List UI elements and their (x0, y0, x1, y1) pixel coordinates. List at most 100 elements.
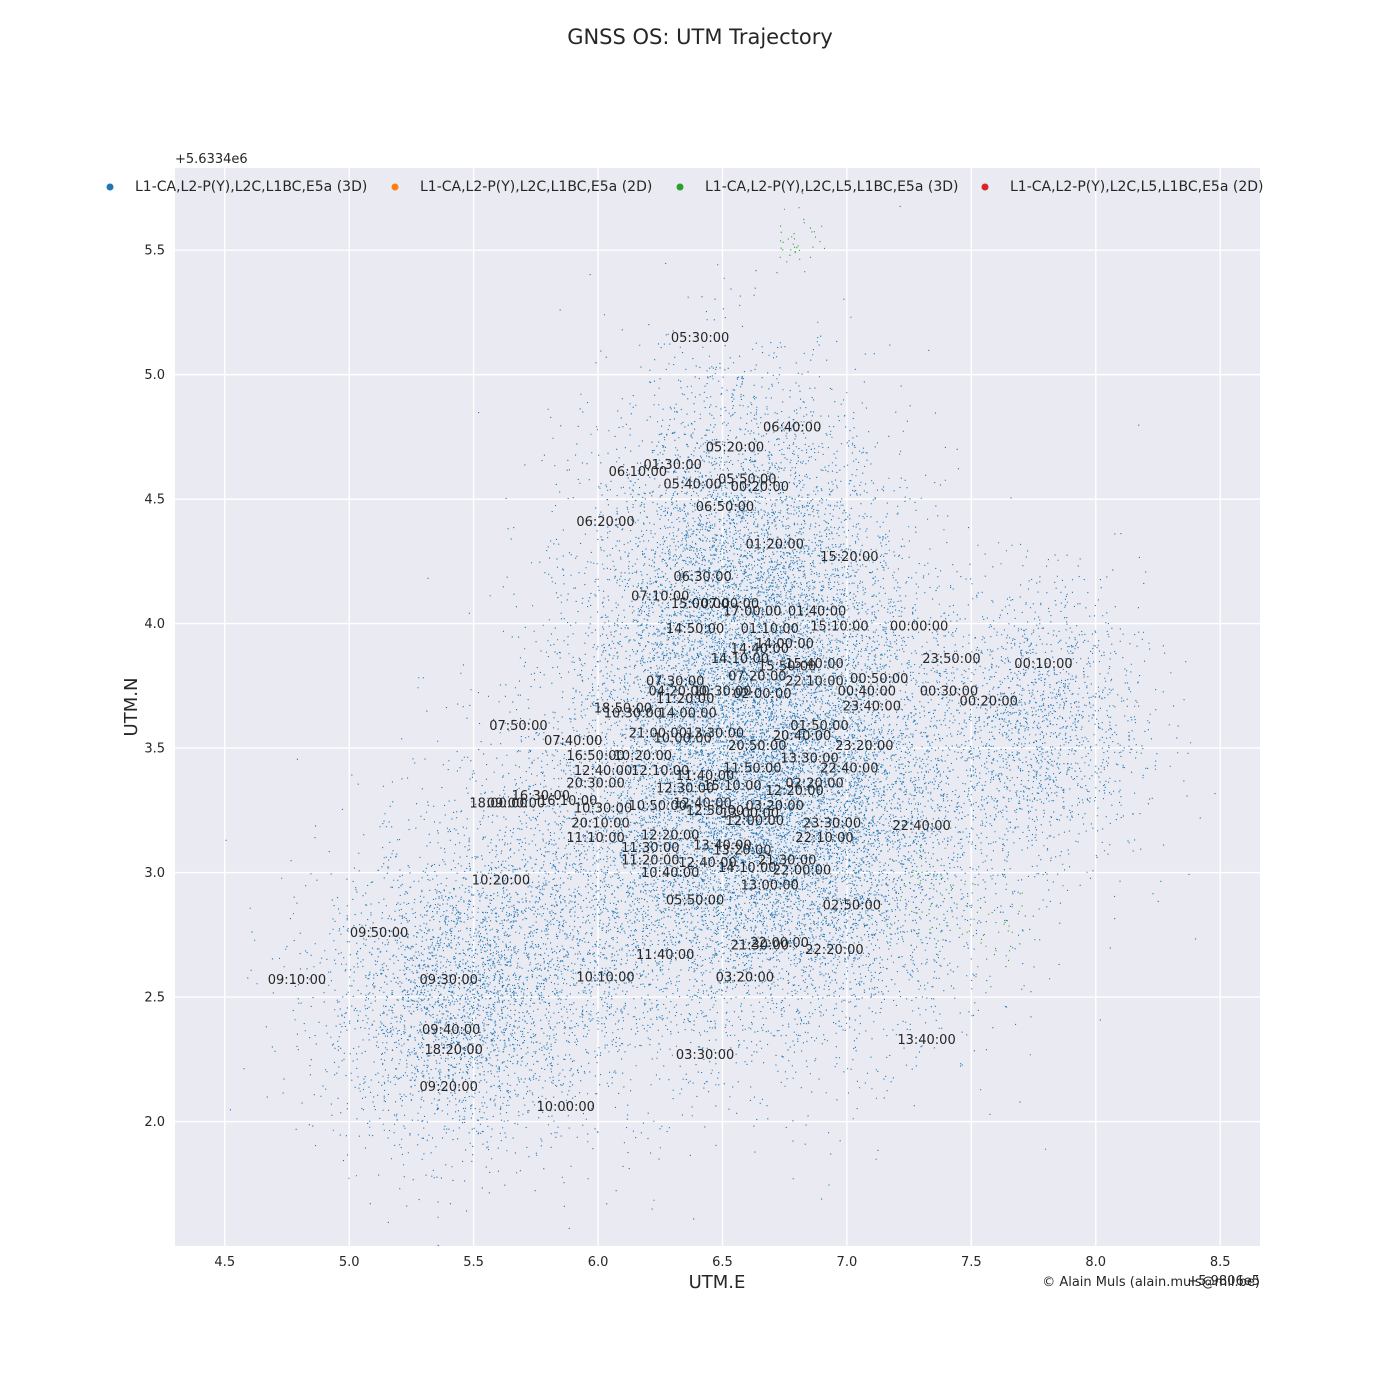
time-annotation: 20:10:00 (571, 816, 629, 831)
time-annotation: 01:20:00 (746, 537, 804, 552)
time-annotation: 12:40:00 (678, 856, 736, 871)
time-annotation: 00:30:00 (920, 684, 978, 699)
time-annotation: 23:50:00 (922, 652, 980, 667)
time-annotation: 10:20:00 (472, 874, 530, 889)
time-annotation: 09:50:00 (350, 926, 408, 941)
time-annotation: 23:30:00 (803, 816, 861, 831)
x-tick-label: 6.0 (588, 1255, 609, 1270)
time-annotation: 18:20:00 (425, 1043, 483, 1058)
time-annotation: 13:40:00 (897, 1033, 955, 1048)
time-annotation: 11:50:00 (723, 761, 781, 776)
time-annotation: 22:00:00 (751, 936, 809, 951)
time-annotation: 06:20:00 (576, 515, 634, 530)
time-annotation: 12:30:00 (656, 781, 714, 796)
time-annotation: 12:00:00 (726, 814, 784, 829)
time-annotation: 14:10:00 (718, 861, 776, 876)
time-annotation: 12:50:00 (686, 804, 744, 819)
time-annotation: 13:00:00 (721, 806, 779, 821)
time-annotation: 00:40:00 (838, 684, 896, 699)
time-annotation: 11:40:00 (636, 948, 694, 963)
time-annotation: 20:50:00 (728, 739, 786, 754)
y-tick-label: 4.5 (144, 493, 165, 508)
x-tick-label: 5.0 (339, 1255, 360, 1270)
time-annotation: 12:20:00 (641, 829, 699, 844)
time-annotation: 13:20:00 (713, 844, 771, 859)
time-annotation: 01:50:00 (790, 719, 848, 734)
x-tick-label: 8.0 (1085, 1255, 1106, 1270)
time-annotation: 00:10:00 (1014, 657, 1072, 672)
time-annotation: 21:30:00 (731, 938, 789, 953)
time-annotation: 16:50:00 (566, 749, 624, 764)
time-annotation: 15:40:00 (785, 657, 843, 672)
time-annotation: 11:10:00 (566, 831, 624, 846)
legend: L1-CA,L2-P(Y),L2C,L1BC,E5a (3D) L1-CA,L2-… (106, 179, 1263, 195)
time-annotation: 05:50:00 (666, 893, 724, 908)
time-annotation: 10:00:00 (653, 732, 711, 747)
time-annotation: 18:00:00 (469, 796, 527, 811)
y-tick-label: 3.0 (144, 866, 165, 881)
time-annotation: 14:10:00 (711, 652, 769, 667)
time-annotation: 12:40:00 (673, 796, 731, 811)
time-annotation: 03:30:00 (676, 1048, 734, 1063)
time-annotation: 14:00:00 (658, 707, 716, 722)
time-annotation: 22:10:00 (795, 831, 853, 846)
time-annotation: 20:40:00 (773, 729, 831, 744)
time-annotation: 06:50:00 (696, 500, 754, 515)
time-annotation: 00:20:00 (731, 480, 789, 495)
time-annotation: 10:10:00 (576, 971, 634, 986)
legend-label: L1-CA,L2-P(Y),L2C,L1BC,E5a (3D) (135, 179, 367, 195)
time-annotation: 20:30:00 (566, 776, 624, 791)
time-annotation: 06:40:00 (763, 420, 821, 435)
time-annotation: 02:20:00 (785, 776, 843, 791)
y-tick-label: 5.5 (144, 244, 165, 259)
time-annotation: 06:10:00 (609, 465, 667, 480)
time-annotation: 10:00:00 (537, 1100, 595, 1115)
time-annotation: 09:40:00 (422, 1023, 480, 1038)
time-annotation: 10:20:00 (614, 749, 672, 764)
time-annotation: 05:40:00 (663, 478, 721, 493)
x-tick-label: 8.5 (1210, 1255, 1231, 1270)
time-annotation: 15:00:00 (671, 597, 729, 612)
time-annotation: 10:30:00 (693, 684, 751, 699)
time-annotation: 10:30:00 (604, 707, 662, 722)
legend-label: L1-CA,L2-P(Y),L2C,L1BC,E5a (2D) (420, 179, 652, 195)
time-annotation: 07:50:00 (489, 719, 547, 734)
legend-marker (106, 183, 114, 191)
time-annotation: 01:10:00 (741, 622, 799, 637)
y-tick-label: 2.0 (144, 1115, 165, 1130)
time-annotation: 21:30:00 (758, 854, 816, 869)
chart-title: GNSS OS: UTM Trajectory (567, 25, 833, 49)
time-annotation: 22:20:00 (805, 943, 863, 958)
time-annotation: 15:10:00 (810, 620, 868, 635)
time-annotation: 12:20:00 (765, 784, 823, 799)
time-annotation: 22:40:00 (820, 761, 878, 776)
time-annotation: 07:30:00 (646, 674, 704, 689)
time-annotation: 06:30:00 (673, 570, 731, 585)
time-annotation: 01:40:00 (788, 605, 846, 620)
y-tick-label: 2.5 (144, 991, 165, 1006)
x-axis-ticks: 4.5 5.0 5.5 6.0 6.5 7.0 7.5 8.0 8.5 (214, 1255, 1230, 1270)
y-axis-label: UTM.N (121, 678, 142, 737)
time-annotation: 22:40:00 (892, 819, 950, 834)
time-annotation: 13:40:00 (693, 839, 751, 854)
time-annotation: 07:00:00 (701, 597, 759, 612)
time-annotation: 12:10:00 (631, 764, 689, 779)
time-annotation: 13:00:00 (741, 879, 799, 894)
time-annotation: 04:20:00 (648, 684, 706, 699)
legend-label: L1-CA,L2-P(Y),L2C,L5,L1BC,E5a (2D) (1010, 179, 1263, 195)
time-annotation: 00:00:00 (890, 620, 948, 635)
time-annotation: 07:10:00 (631, 590, 689, 605)
time-annotation: 15:10:00 (703, 779, 761, 794)
time-annotation: 00:20:00 (960, 694, 1018, 709)
y-axis-ticks: 2.0 2.5 3.0 3.5 4.0 4.5 5.0 5.5 (144, 244, 165, 1130)
x-axis-label: UTM.E (689, 1272, 746, 1293)
time-annotation: 14:00:00 (755, 637, 813, 652)
time-annotation: 07:20:00 (728, 669, 786, 684)
x-tick-label: 7.0 (837, 1255, 858, 1270)
time-annotation: 23:40:00 (843, 699, 901, 714)
time-annotation: 03:20:00 (746, 799, 804, 814)
time-annotation: 02:50:00 (823, 898, 881, 913)
time-annotation: 11:40:00 (676, 769, 734, 784)
y-tick-label: 4.0 (144, 617, 165, 632)
